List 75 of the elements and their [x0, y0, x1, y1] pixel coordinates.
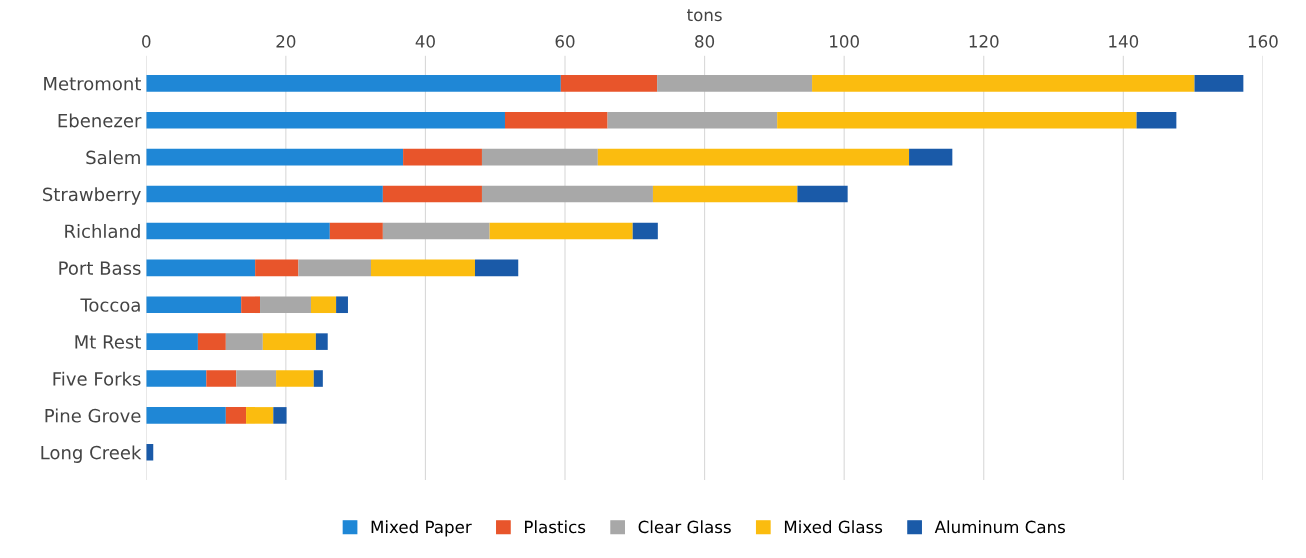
- y-tick-label: Richland: [65, 224, 140, 239]
- y-tick-label: Toccoa: [80, 298, 140, 312]
- bar: [260, 296, 311, 314]
- bar: [481, 185, 653, 203]
- y-tick-label: Five Forks: [53, 371, 141, 386]
- bar: [909, 148, 953, 166]
- bar: [812, 75, 1195, 92]
- bar: [146, 259, 256, 277]
- bar: [262, 333, 316, 350]
- legend-label: Mixed Paper: [371, 520, 472, 537]
- bar: [481, 148, 598, 166]
- bar: [146, 296, 242, 314]
- bar: [241, 296, 261, 314]
- bar: [206, 370, 237, 387]
- bar: [255, 259, 299, 277]
- bar: [777, 111, 1137, 129]
- bar: [382, 222, 490, 240]
- bar: [298, 259, 371, 277]
- x-tick-label: 40: [415, 35, 435, 48]
- x-tick-label: 60: [555, 35, 575, 48]
- bar: [1194, 75, 1244, 92]
- bar: [797, 185, 848, 203]
- y-tick-label: Port Bass: [59, 261, 141, 275]
- bar: [146, 185, 383, 203]
- bar: [489, 222, 633, 240]
- bar: [146, 333, 198, 350]
- legend-label: Clear Glass: [638, 520, 731, 534]
- bar: [276, 370, 314, 387]
- bar: [146, 407, 226, 424]
- bar: [403, 148, 482, 166]
- y-tick-label: Salem: [86, 150, 140, 165]
- y-tick-label: Mt Rest: [75, 335, 141, 349]
- bar: [652, 185, 798, 203]
- bar: [313, 370, 323, 387]
- bar: [597, 148, 910, 166]
- bar: [607, 111, 778, 129]
- x-tick-label: 140: [1109, 35, 1139, 48]
- bar: [236, 370, 277, 387]
- bar: [146, 370, 207, 387]
- y-tick-label: Long Creek: [41, 445, 142, 463]
- legend-label: Mixed Glass: [784, 520, 883, 534]
- bar: [560, 75, 658, 92]
- y-tick-label: Ebenezer: [58, 113, 142, 128]
- bar: [146, 222, 330, 240]
- x-tick-label: 20: [276, 35, 296, 48]
- bar: [370, 259, 475, 277]
- x-axis-title: tons: [687, 9, 722, 22]
- bar: [197, 333, 226, 350]
- bar: [146, 75, 561, 92]
- y-tick-label: Pine Grove: [45, 408, 141, 423]
- bar: [329, 222, 383, 240]
- bar: [225, 333, 263, 350]
- y-tick-label: Strawberry: [43, 187, 141, 205]
- bar: [1136, 111, 1177, 129]
- y-tick-label: Metromont: [44, 77, 141, 91]
- bar: [315, 333, 328, 350]
- bar: [273, 407, 287, 424]
- x-tick-label: 120: [969, 35, 999, 48]
- x-tick-label: 100: [830, 35, 859, 48]
- bar: [382, 185, 482, 203]
- legend-label: Plastics: [525, 520, 586, 534]
- bar: [310, 296, 337, 314]
- bar: [474, 259, 519, 277]
- x-tick-label: 160: [1248, 35, 1278, 48]
- bar: [632, 222, 658, 240]
- bar: [336, 296, 348, 314]
- x-tick-label: 0: [142, 35, 151, 48]
- bar: [146, 148, 404, 166]
- legend-label: Aluminum Cans: [934, 520, 1065, 534]
- x-tick-label: 80: [695, 35, 715, 48]
- bar: [657, 75, 813, 92]
- bar: [146, 111, 505, 129]
- bar: [504, 111, 608, 129]
- bar: [246, 407, 274, 424]
- bar: [225, 407, 247, 424]
